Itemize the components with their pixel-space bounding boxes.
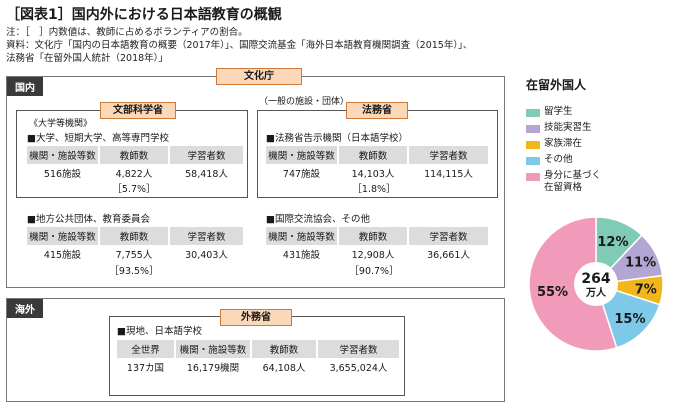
header-learners: 学習者数	[169, 146, 245, 164]
general-facilities-note: （一般の施設・団体）	[259, 97, 350, 107]
pie-chart: 12% 11% 7% 15% 55% 264 万人	[528, 216, 664, 352]
stats-table-local-gov: 機関・施設等数 教師数 学習者数 415施設 7,755人 30,403人	[27, 227, 245, 263]
header-teachers: 教師数	[338, 146, 409, 164]
header-learners: 学習者数	[317, 340, 401, 358]
pie-label-status-based: 55%	[537, 285, 568, 300]
header-facilities: 機関・施設等数	[266, 146, 339, 164]
pie-center-unit: 万人	[585, 286, 607, 299]
legend-label-students: 留学生	[544, 106, 573, 117]
header-learners: 学習者数	[169, 227, 245, 245]
value-countries: 137カ国	[117, 358, 176, 376]
pie-label-trainees: 11%	[625, 255, 656, 270]
value-teachers: 14,103人	[338, 164, 409, 182]
value-teachers: 4,822人	[99, 164, 170, 182]
volunteer-share-university: ［5.7%］	[112, 184, 156, 195]
header-countries: 全世界	[117, 340, 176, 358]
value-teachers: 12,908人	[338, 245, 409, 263]
stats-table-language-school: 機関・施設等数 教師数 学習者数 747施設 14,103人 114,115人	[266, 146, 490, 182]
pie-center-value: 264	[581, 271, 610, 287]
value-facilities: 415施設	[27, 245, 100, 263]
legend-label-status-based-line-1: 身分に基づく	[544, 170, 602, 181]
value-learners: 58,418人	[169, 164, 245, 182]
domestic-label: 国内	[7, 77, 43, 96]
stats-table-intl-assoc: 機関・施設等数 教師数 学習者数 431施設 12,908人 36,661人	[266, 227, 490, 263]
volunteer-share-language-school: ［1.8%］	[352, 184, 396, 195]
header-facilities: 機関・施設等数	[266, 227, 339, 245]
stats-table-university: 機関・施設等数 教師数 学習者数 516施設 4,822人 58,418人	[27, 146, 245, 182]
page-title: ［図表1］国内外における日本語教育の概観	[6, 7, 282, 23]
header-teachers: 教師数	[99, 146, 170, 164]
legend-label-other: その他	[544, 154, 573, 165]
legend-swatch-trainees	[526, 125, 540, 133]
legend-swatch-other	[526, 157, 540, 165]
header-teachers: 教師数	[99, 227, 170, 245]
agency-tag-bunkacho: 文化庁	[216, 68, 302, 85]
overseas-label: 海外	[7, 299, 43, 318]
legend-item-family: 家族滞在	[526, 138, 601, 150]
header-facilities: 機関・施設等数	[27, 227, 100, 245]
agency-tag-mofa: 外務省	[220, 309, 292, 326]
agency-tag-mext: 文部科学省	[100, 102, 176, 119]
note-line-1: 注：［ ］内数値は、教師に占めるボランティアの割合。	[6, 27, 248, 38]
legend-swatch-students	[526, 109, 540, 117]
legend-item-status-based: 身分に基づく 在留資格	[526, 170, 601, 194]
value-facilities: 747施設	[266, 164, 339, 182]
chart-legend: 留学生 技能実習生 家族滞在 その他 身分に基づく 在留資格	[526, 106, 601, 194]
pie-slice-status-based	[528, 216, 618, 352]
header-learners: 学習者数	[408, 146, 490, 164]
pie-label-other: 15%	[614, 312, 645, 327]
value-facilities: 516施設	[27, 164, 100, 182]
chart-title: 在留外国人	[526, 78, 587, 92]
header-facilities: 機関・施設等数	[27, 146, 100, 164]
pie-labels: 12% 11% 7% 15% 55%	[537, 235, 657, 327]
agency-tag-moj: 法務省	[346, 102, 408, 119]
volunteer-share-local-gov: ［93.5%］	[109, 266, 159, 277]
volunteer-share-intl-assoc: ［90.7%］	[349, 266, 399, 277]
legend-swatch-family	[526, 141, 540, 149]
value-teachers: 64,108人	[251, 358, 318, 376]
university-note: 《大学等機関》	[29, 119, 93, 129]
pie-label-students: 12%	[597, 235, 628, 250]
value-facilities: 16,179機関	[175, 358, 252, 376]
pie-label-family: 7%	[635, 283, 657, 298]
value-facilities: 431施設	[266, 245, 339, 263]
group-title-overseas: ■現地、日本語学校	[117, 326, 202, 337]
value-learners: 114,115人	[408, 164, 490, 182]
value-learners: 36,661人	[408, 245, 490, 263]
legend-label-trainees: 技能実習生	[544, 122, 592, 133]
group-title-university: ■大学、短期大学、高等専門学校	[27, 133, 169, 144]
note-line-3: 法務省「在留外国人統計（2018年）」	[6, 53, 168, 64]
value-learners: 3,655,024人	[317, 358, 401, 376]
legend-label-status-based: 身分に基づく 在留資格	[544, 170, 601, 194]
legend-label-family: 家族滞在	[544, 138, 583, 149]
value-learners: 30,403人	[169, 245, 245, 263]
header-learners: 学習者数	[408, 227, 490, 245]
group-title-intl-assoc: ■国際交流協会、その他	[266, 214, 370, 225]
group-title-local-gov: ■地方公共団体、教育委員会	[27, 214, 150, 225]
legend-item-other: その他	[526, 154, 601, 166]
note-line-2: 資料：文化庁「国内の日本語教育の概要（2017年）」、国際交流基金「海外日本語教…	[6, 40, 473, 51]
legend-item-trainees: 技能実習生	[526, 122, 601, 134]
pie-center-hole	[574, 262, 618, 306]
stats-table-overseas: 全世界 機関・施設等数 教師数 学習者数 137カ国 16,179機関 64,1…	[117, 340, 401, 376]
header-teachers: 教師数	[251, 340, 318, 358]
group-title-language-school: ■法務省告示機関（日本語学校）	[266, 133, 408, 144]
header-teachers: 教師数	[338, 227, 409, 245]
legend-label-status-based-line-2: 在留資格	[544, 182, 583, 193]
legend-item-students: 留学生	[526, 106, 601, 118]
header-facilities: 機関・施設等数	[175, 340, 252, 358]
value-teachers: 7,755人	[99, 245, 170, 263]
legend-swatch-status-based	[526, 173, 540, 181]
